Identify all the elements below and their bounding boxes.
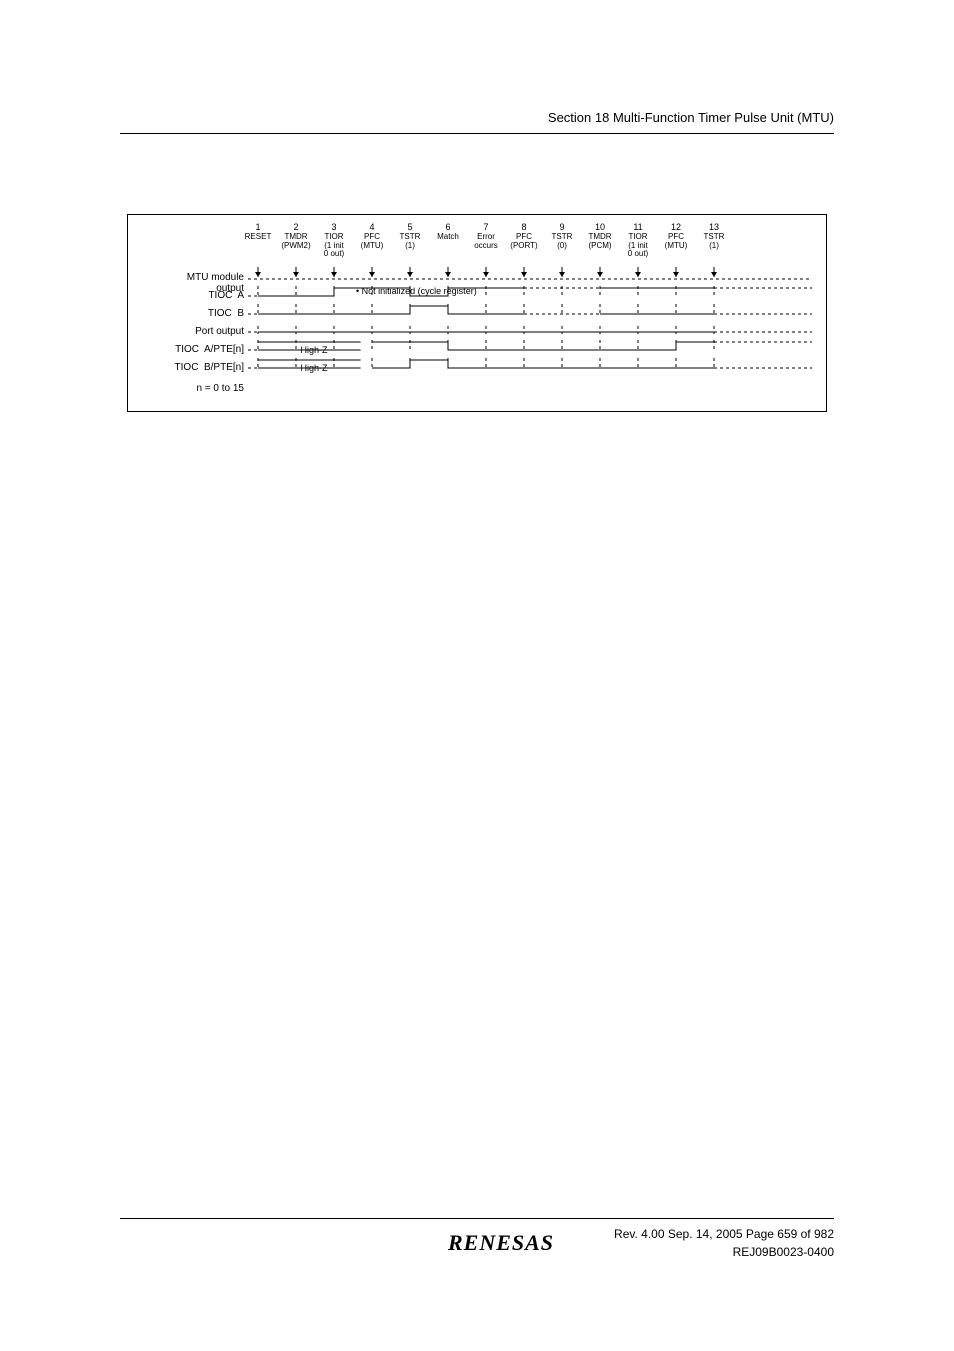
footer-rev-line: Rev. 4.00 Sep. 14, 2005 Page 659 of 982 [614, 1225, 834, 1243]
page-footer: RENESAS Rev. 4.00 Sep. 14, 2005 Page 659… [120, 1218, 834, 1261]
renesas-logo: RENESAS [448, 1230, 554, 1256]
row-label-1: TIOC A [136, 290, 244, 301]
row-label-5: TIOC B/PTE[n] [136, 362, 244, 373]
footer-doc-id: REJ09B0023-0400 [614, 1243, 834, 1261]
section-header: Section 18 Multi-Function Timer Pulse Un… [120, 110, 834, 134]
note-not-init: • Not initialized (cycle register) [356, 286, 477, 296]
row-label-3: Port output [136, 326, 244, 337]
note-hiz-a: High-Z [284, 345, 344, 355]
chart-area: 1RESET2TMDR (PWM2)3TIOR (1 init 0 out)4P… [136, 223, 818, 393]
timing-diagram: 1RESET2TMDR (PWM2)3TIOR (1 init 0 out)4P… [127, 214, 827, 412]
note-n-range: n = 0 to 15 [136, 383, 244, 394]
row-label-4: TIOC A/PTE[n] [136, 344, 244, 355]
row-label-2: TIOC B [136, 308, 244, 319]
note-hiz-b: High-Z [284, 363, 344, 373]
